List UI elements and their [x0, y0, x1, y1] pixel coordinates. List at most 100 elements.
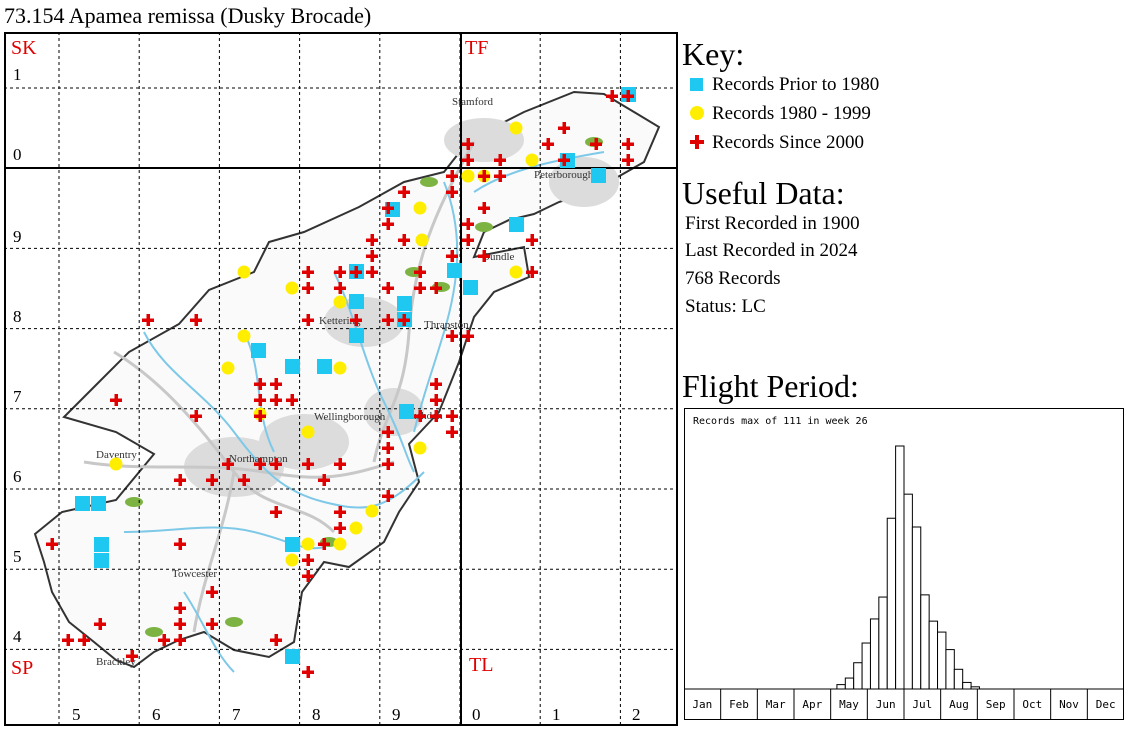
- record-since-2000: [270, 634, 282, 646]
- record-since-2000: [302, 266, 314, 278]
- flight-bar: [911, 526, 922, 690]
- record-since-2000: [334, 506, 346, 518]
- record-1980-1999: [415, 233, 429, 247]
- record-since-2000: [254, 378, 266, 390]
- town-label: Wellingborough: [314, 411, 386, 423]
- record-prior-1980: [91, 496, 106, 511]
- flight-bar: [962, 681, 972, 690]
- flight-bar: [844, 677, 855, 690]
- record-since-2000: [190, 410, 202, 422]
- record-since-2000: [382, 282, 394, 294]
- flight-bar: [853, 662, 863, 690]
- record-1980-1999: [461, 169, 475, 183]
- record-since-2000: [462, 330, 474, 342]
- northing-label: 0: [13, 145, 22, 164]
- record-1980-1999: [349, 521, 363, 535]
- town-label: Towcester: [172, 568, 217, 580]
- town-label: Peterborough: [534, 169, 594, 181]
- record-since-2000: [302, 458, 314, 470]
- record-since-2000: [254, 410, 266, 422]
- flight-bar: [920, 594, 930, 690]
- record-since-2000: [382, 490, 394, 502]
- month-label: Jun: [876, 698, 896, 711]
- flight-bar: [836, 684, 846, 690]
- woodland: [475, 222, 493, 232]
- record-1980-1999: [285, 553, 299, 567]
- record-1980-1999: [333, 361, 347, 375]
- record-since-2000: [302, 666, 314, 678]
- grid-square-label: SK: [11, 37, 37, 59]
- urban-area: [324, 297, 404, 347]
- northing-label: 7: [13, 387, 22, 406]
- woodland: [225, 617, 243, 627]
- record-since-2000: [478, 250, 490, 262]
- easting-label: 9: [392, 705, 401, 724]
- record-since-2000: [398, 234, 410, 246]
- record-since-2000: [94, 618, 106, 630]
- record-since-2000: [158, 634, 170, 646]
- record-since-2000: [382, 314, 394, 326]
- flight-bar: [869, 618, 880, 690]
- record-since-2000: [174, 634, 186, 646]
- flight-bar: [895, 445, 905, 690]
- record-since-2000: [446, 186, 458, 198]
- record-since-2000: [302, 554, 314, 566]
- town-label: Kettering: [319, 315, 361, 327]
- record-since-2000: [558, 154, 570, 166]
- urban-area: [444, 118, 524, 162]
- record-1980-1999: [301, 425, 315, 439]
- grid-square-label: TL: [469, 654, 493, 676]
- record-since-2000: [302, 570, 314, 582]
- flight-period-chart: Records max of 111 in week 26 Jan Feb Mar A…: [684, 408, 1124, 720]
- flight-bar: [861, 642, 871, 690]
- record-since-2000: [334, 458, 346, 470]
- record-since-2000: [190, 314, 202, 326]
- record-since-2000: [446, 410, 458, 422]
- record-since-2000: [334, 522, 346, 534]
- useful-data-heading: Useful Data:: [682, 175, 845, 211]
- record-prior-1980: [591, 168, 606, 183]
- flight-bar: [953, 668, 964, 690]
- easting-label: 0: [472, 705, 481, 724]
- record-since-2000: [622, 90, 634, 102]
- easting-label: 6: [152, 705, 161, 724]
- record-since-2000: [446, 330, 458, 342]
- key-heading: Key:: [682, 36, 745, 72]
- first-recorded: First Recorded in 1900: [685, 213, 860, 234]
- chart-title: Records max of 111 in week 26: [693, 416, 868, 427]
- woodland: [420, 177, 438, 187]
- map-border: [4, 32, 678, 726]
- record-since-2000: [270, 506, 282, 518]
- town-label: Brackley: [96, 656, 136, 668]
- last-recorded: Last Recorded in 2024: [685, 240, 858, 261]
- record-since-2000: [398, 314, 410, 326]
- record-since-2000: [382, 458, 394, 470]
- record-prior-1980: [75, 496, 90, 511]
- town-label: Stamford: [452, 96, 493, 108]
- record-since-2000: [430, 394, 442, 406]
- road: [113, 350, 336, 534]
- river: [243, 331, 275, 453]
- record-since-2000: [302, 282, 314, 294]
- record-since-2000: [526, 234, 538, 246]
- record-since-2000: [254, 458, 266, 470]
- record-since-2000: [78, 634, 90, 646]
- key-item-prior-1980: Records Prior to 1980: [688, 72, 879, 98]
- grid-square-label: SP: [11, 657, 33, 679]
- record-since-2000: [398, 186, 410, 198]
- easting-label: 1: [552, 705, 561, 724]
- river: [413, 181, 459, 433]
- record-since-2000: [222, 458, 234, 470]
- river: [183, 591, 235, 673]
- record-1980-1999: [413, 441, 427, 455]
- record-1980-1999: [333, 537, 347, 551]
- record-since-2000: [430, 410, 442, 422]
- record-since-2000: [542, 138, 554, 150]
- record-since-2000: [382, 202, 394, 214]
- conservation-status: Status: LC: [685, 296, 766, 317]
- record-since-2000: [126, 650, 138, 662]
- record-since-2000: [270, 394, 282, 406]
- northing-label: 8: [13, 307, 22, 326]
- record-prior-1980: [285, 359, 300, 374]
